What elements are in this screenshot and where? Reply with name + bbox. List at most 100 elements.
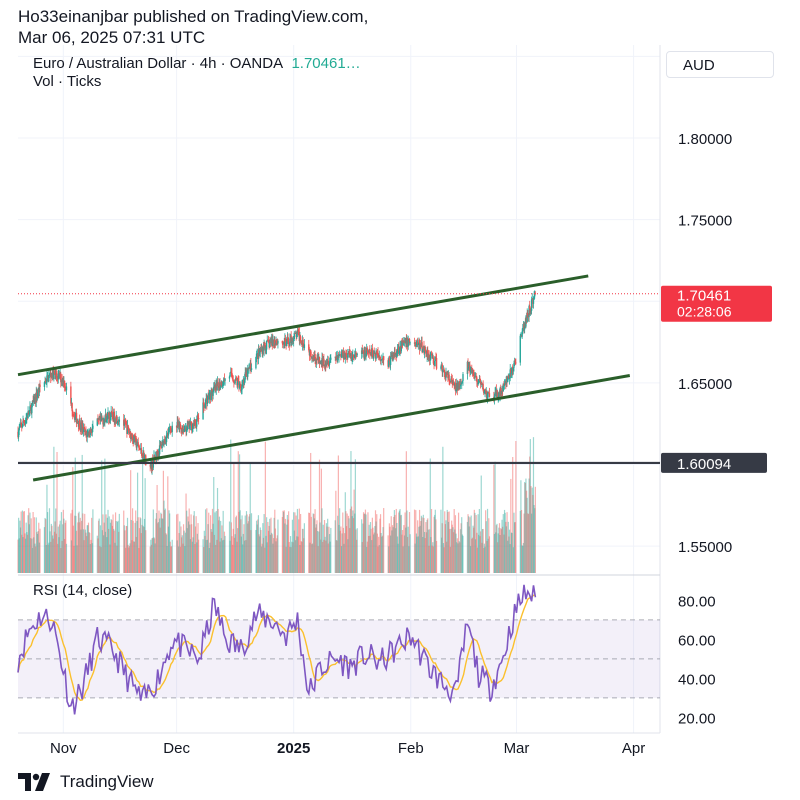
candle-body	[17, 430, 20, 438]
candle-body	[502, 383, 504, 392]
volume-bar	[445, 520, 447, 573]
volume-bar	[503, 509, 506, 573]
volume-bar	[456, 542, 458, 573]
volume-bar	[425, 532, 428, 573]
volume-bar	[218, 520, 220, 573]
volume-bar	[65, 520, 67, 573]
volume-bar	[230, 439, 232, 573]
volume-bar	[247, 523, 249, 573]
volume-bar	[150, 539, 152, 573]
candle-body	[488, 393, 491, 397]
volume-bar	[470, 515, 472, 573]
candle-body	[296, 333, 298, 338]
candle-body	[432, 357, 435, 364]
candle-body	[349, 351, 351, 354]
rsi-legend[interactable]: RSI (14, close)	[33, 582, 133, 599]
volume-bar	[33, 537, 35, 573]
candle-body	[192, 423, 194, 429]
volume-bar	[486, 508, 489, 573]
candle-body	[131, 434, 133, 437]
volume-bar	[87, 522, 90, 573]
volume-bar	[420, 521, 422, 573]
volume-bar	[108, 516, 110, 573]
candle-body	[300, 340, 302, 344]
candle-body	[232, 379, 234, 382]
volume-bar	[327, 518, 329, 573]
volume-bar	[393, 510, 395, 573]
candle-body	[53, 371, 56, 373]
volume-bar	[468, 526, 470, 573]
candle-body	[265, 349, 267, 351]
candle-body	[136, 445, 138, 448]
candle-body	[293, 332, 296, 340]
volume-bar	[237, 451, 239, 573]
volume-bar	[196, 533, 198, 573]
candle-body	[208, 393, 211, 400]
candle-body	[506, 377, 509, 383]
volume-bar	[221, 525, 223, 573]
candle-body	[263, 343, 265, 351]
volume-bar	[109, 522, 112, 573]
candle-body	[238, 381, 240, 388]
volume-legend[interactable]: Vol · Ticks	[33, 73, 102, 90]
candle-body	[389, 356, 392, 365]
volume-bar	[317, 531, 319, 573]
symbol-description[interactable]: Euro / Australian Dollar · 4h · OANDA	[33, 55, 284, 72]
candle-body	[21, 424, 23, 427]
volume-bar	[32, 511, 34, 573]
candle-body	[302, 339, 304, 347]
volume-bar	[63, 539, 66, 573]
tradingview-logo-icon[interactable]	[18, 773, 54, 791]
channel-upper-line[interactable]	[17, 274, 589, 377]
volume-bar	[312, 513, 314, 573]
volume-bar	[143, 518, 146, 573]
candle-body	[167, 430, 170, 436]
volume-bar	[83, 540, 85, 573]
candle-body	[264, 345, 267, 350]
candle-body	[65, 386, 68, 391]
volume-bar	[97, 520, 100, 573]
volume-bar	[376, 514, 378, 573]
time-axis[interactable]: Nov Dec 2025 Feb Mar Apr	[18, 732, 660, 757]
candle-body	[380, 359, 382, 362]
volume-bar	[346, 513, 348, 573]
volume-bar	[31, 538, 33, 573]
candle-body	[188, 421, 190, 429]
volume-bar	[487, 538, 489, 573]
candle-body	[327, 360, 329, 365]
footer-brand[interactable]: TradingView	[60, 772, 154, 791]
candle-body	[262, 347, 264, 355]
candle-body	[221, 385, 224, 387]
volume-bar	[57, 526, 59, 573]
volume-bar	[421, 517, 423, 573]
volume-bar	[274, 509, 276, 573]
volume-bar	[194, 526, 197, 573]
volume-bar	[444, 524, 446, 573]
candle-body	[398, 350, 401, 354]
volume-bar	[496, 523, 498, 573]
volume-bar	[328, 534, 331, 573]
candle-body	[291, 342, 293, 343]
volume-bar	[362, 512, 365, 573]
volume-bar	[534, 508, 536, 573]
volume-bar	[86, 525, 88, 573]
volume-bar	[138, 528, 141, 573]
volume-bar	[418, 526, 420, 573]
volume-bar	[283, 510, 285, 573]
volume-bar	[156, 484, 158, 573]
volume-bar	[311, 544, 313, 573]
candle-body	[138, 447, 141, 450]
volume-bar	[447, 511, 449, 573]
candle-body	[269, 343, 271, 348]
volume-bar	[372, 527, 374, 573]
volume-bar	[507, 521, 509, 573]
volume-bar	[189, 524, 191, 573]
volume-bar	[102, 514, 104, 573]
currency-button[interactable]: AUD	[666, 51, 774, 78]
candle-body	[241, 384, 243, 390]
volume-bar	[354, 513, 356, 573]
volume-bar	[525, 478, 527, 573]
candle-body	[223, 378, 225, 385]
volume-bar	[90, 539, 92, 573]
